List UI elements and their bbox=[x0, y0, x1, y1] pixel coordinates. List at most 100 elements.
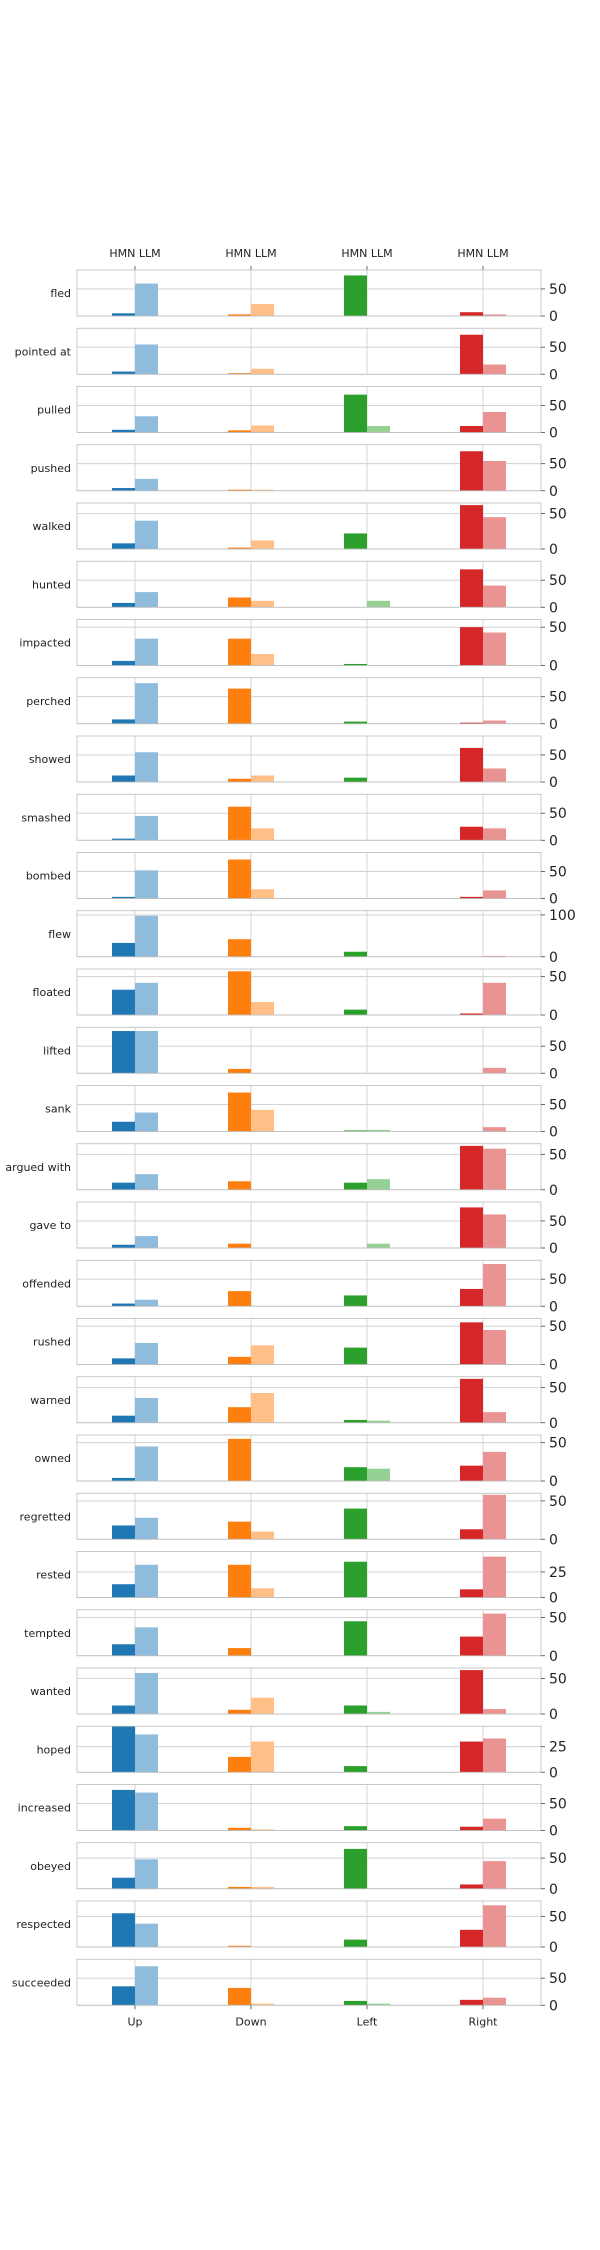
panel-hunted: 0 50 hunted bbox=[32, 560, 567, 616]
top-tick-labels: HMN LLM HMN LLM HMN LLM HMN LLM bbox=[109, 247, 509, 270]
bar-llm bbox=[483, 1861, 506, 1889]
bar-llm bbox=[135, 1859, 158, 1889]
bar-hmn bbox=[112, 313, 135, 316]
panel-frame bbox=[76, 677, 542, 725]
y-tick-label: 0 bbox=[549, 542, 558, 558]
bar-llm bbox=[251, 600, 274, 608]
bar-hmn bbox=[460, 1378, 483, 1423]
y-tick-label: 50 bbox=[549, 1039, 567, 1055]
y-tick-label: 50 bbox=[549, 573, 567, 589]
bar-llm bbox=[135, 592, 158, 608]
y-tick-label: 0 bbox=[549, 1532, 558, 1548]
y-tick-label: 0 bbox=[549, 1241, 558, 1257]
y-tick-label: 50 bbox=[549, 282, 567, 298]
bar-llm bbox=[251, 2003, 274, 2006]
bar-hmn bbox=[112, 488, 135, 491]
bar-hmn bbox=[460, 426, 483, 433]
y-tick-label: 0 bbox=[549, 833, 558, 849]
row-label: rested bbox=[36, 1569, 71, 1582]
bar-hmn bbox=[228, 1648, 251, 1656]
y-tick-label: 0 bbox=[549, 1765, 558, 1781]
bar-llm bbox=[483, 314, 506, 316]
bar-llm bbox=[483, 1264, 506, 1307]
bar-hmn bbox=[228, 939, 251, 957]
bar-hmn bbox=[228, 1068, 251, 1074]
y-tick-label: 50 bbox=[549, 1494, 567, 1510]
y-tick-label: 50 bbox=[549, 1272, 567, 1288]
bar-hmn bbox=[460, 1145, 483, 1190]
bar-llm bbox=[135, 1031, 158, 1074]
bar-llm bbox=[251, 1345, 274, 1365]
y-tick-label: 50 bbox=[549, 457, 567, 473]
y-tick-label: 0 bbox=[549, 1358, 558, 1374]
panel-frame bbox=[76, 1201, 542, 1249]
y-tick-label: 50 bbox=[549, 1851, 567, 1867]
bar-hmn bbox=[460, 451, 483, 491]
bar-llm bbox=[135, 1236, 158, 1248]
bar-hmn bbox=[344, 1705, 367, 1714]
panel-obeyed: 0 50 obeyed bbox=[30, 1842, 567, 1898]
row-label: obeyed bbox=[30, 1860, 71, 1873]
bar-llm bbox=[367, 1243, 390, 1248]
bar-llm bbox=[483, 1412, 506, 1423]
panel-regretted: 0 50 regretted bbox=[20, 1492, 567, 1548]
bar-hmn bbox=[112, 942, 135, 957]
bar-hmn bbox=[344, 1419, 367, 1423]
panel-warned: 0 50 warned bbox=[30, 1376, 567, 1432]
y-tick-label: 0 bbox=[549, 1416, 558, 1432]
bar-hmn bbox=[460, 1826, 483, 1831]
panel-frame bbox=[76, 1725, 542, 1773]
bar-llm bbox=[483, 955, 506, 957]
bar-hmn bbox=[460, 1670, 483, 1714]
bar-hmn bbox=[228, 489, 251, 491]
row-label: flew bbox=[48, 928, 71, 941]
row-label: bombed bbox=[26, 870, 71, 883]
bar-hmn bbox=[112, 1913, 135, 1947]
bar-hmn bbox=[112, 429, 135, 433]
bar-llm bbox=[135, 283, 158, 316]
bar-hmn bbox=[460, 627, 483, 666]
y-tick-label: 50 bbox=[549, 748, 567, 764]
bar-hmn bbox=[112, 989, 135, 1015]
bar-hmn bbox=[344, 777, 367, 782]
row-label: floated bbox=[33, 986, 71, 999]
y-tick-label: 0 bbox=[549, 1299, 558, 1315]
row-label: offended bbox=[22, 1277, 71, 1290]
row-label: succeeded bbox=[12, 1976, 71, 1989]
y-tick-label: 0 bbox=[549, 1940, 558, 1956]
bar-llm bbox=[135, 1397, 158, 1423]
bar-hmn bbox=[112, 1726, 135, 1773]
bar-llm bbox=[483, 517, 506, 549]
bar-llm bbox=[135, 638, 158, 666]
panel-lifted: 0 50 lifted bbox=[43, 1026, 567, 1082]
bar-llm bbox=[135, 1734, 158, 1773]
bar-llm bbox=[135, 478, 158, 491]
bar-hmn bbox=[460, 1322, 483, 1365]
panel-succeeded: 0 50 succeeded bbox=[12, 1958, 567, 2014]
bar-llm bbox=[367, 600, 390, 608]
panel-showed: 0 50 showed bbox=[29, 735, 567, 791]
bar-hmn bbox=[460, 334, 483, 375]
bar-hmn bbox=[228, 806, 251, 841]
y-tick-label: 0 bbox=[549, 426, 558, 442]
bar-llm bbox=[483, 1556, 506, 1598]
bar-llm bbox=[367, 1711, 390, 1714]
bar-llm bbox=[251, 1697, 274, 1714]
bar-llm bbox=[135, 416, 158, 433]
row-label: respected bbox=[16, 1918, 71, 1931]
panel-wanted: 0 50 wanted bbox=[30, 1667, 567, 1723]
bar-hmn bbox=[112, 1525, 135, 1540]
panel-increased: 0 50 increased bbox=[18, 1784, 567, 1840]
bar-llm bbox=[483, 1997, 506, 2006]
bar-hmn bbox=[228, 314, 251, 316]
bar-hmn bbox=[344, 394, 367, 433]
y-tick-label: 50 bbox=[549, 340, 567, 356]
panel-frame bbox=[76, 444, 542, 492]
bar-llm bbox=[135, 982, 158, 1015]
panel-frame bbox=[76, 1434, 542, 1482]
panel-frame bbox=[76, 560, 542, 608]
bar-llm bbox=[135, 1966, 158, 2006]
panel-argued-with: 0 50 argued with bbox=[5, 1143, 567, 1199]
bar-hmn bbox=[228, 1987, 251, 2006]
bar-hmn bbox=[112, 1182, 135, 1190]
